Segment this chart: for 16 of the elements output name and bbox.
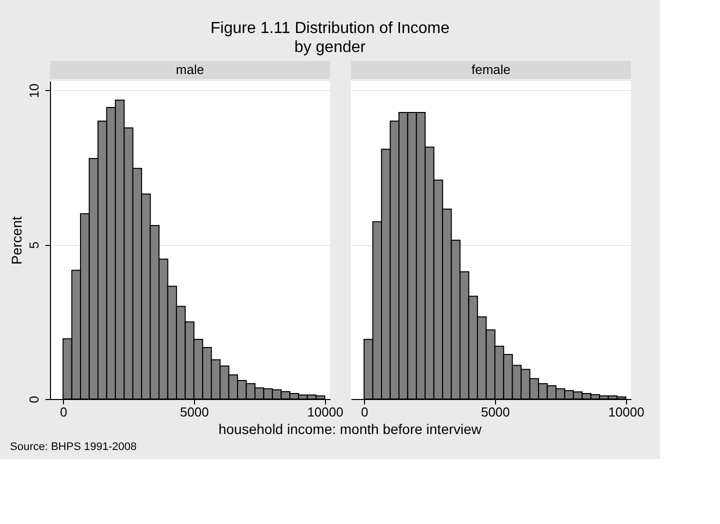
x-axis-title: household income: month before interview	[218, 421, 482, 437]
chart-title: male	[176, 62, 204, 77]
x-tick-label: 10000	[608, 404, 644, 420]
caption: Figure 1.11 Distribution of Income	[210, 20, 450, 37]
y-axis-title: Percent	[8, 216, 24, 265]
x-tick-label: 0	[60, 404, 68, 420]
text: by gender	[294, 39, 366, 56]
y-tick-label: 10	[26, 84, 42, 98]
x-tick-label: 10000	[307, 404, 344, 420]
source-note: Source: BHPS 1991-2008	[10, 441, 137, 453]
x-tick-label: 5000	[180, 404, 209, 420]
y-tick-label: 5	[26, 242, 42, 249]
y-tick-label: 0	[26, 396, 42, 404]
x-tick-label: 5000	[480, 404, 510, 420]
x-tick-label: 0	[360, 404, 368, 420]
chart-title: female	[471, 62, 511, 77]
